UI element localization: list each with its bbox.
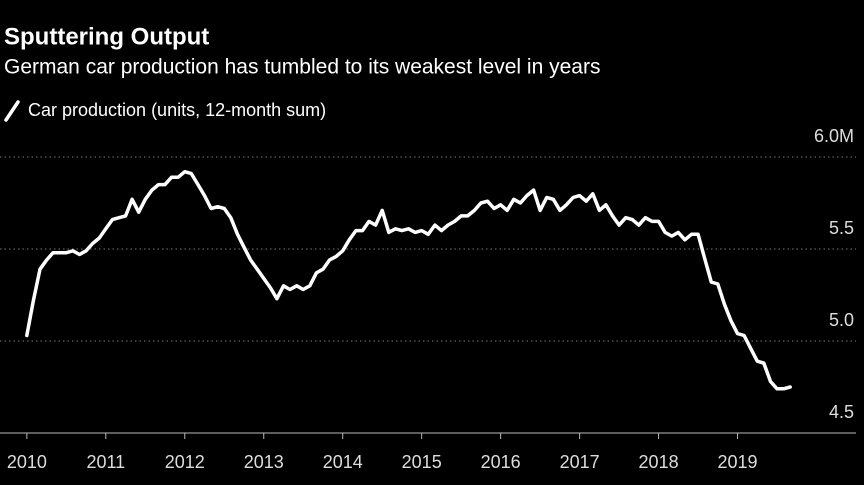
legend-label: Car production (units, 12-month sum) <box>28 100 326 120</box>
x-tick-label: 2019 <box>718 452 758 472</box>
x-tick-label: 2013 <box>244 452 284 472</box>
x-tick-label: 2015 <box>402 452 442 472</box>
x-tick-label: 2016 <box>481 452 521 472</box>
y-tick-label: 5.5 <box>829 218 854 238</box>
chart-title: Sputtering Output <box>4 23 209 50</box>
x-tick-label: 2017 <box>560 452 600 472</box>
y-tick-label: 5.0 <box>829 310 854 330</box>
chart-subtitle: German car production has tumbled to its… <box>4 56 600 79</box>
y-tick-label: 6.0M <box>814 126 854 146</box>
x-tick-label: 2012 <box>165 452 205 472</box>
x-tick-label: 2010 <box>7 452 47 472</box>
data-line <box>25 169 792 391</box>
y-tick-label: 4.5 <box>829 402 854 422</box>
legend-swatch <box>4 100 20 122</box>
x-tick-label: 2018 <box>639 452 679 472</box>
x-tick-label: 2014 <box>323 452 363 472</box>
x-tick-label: 2011 <box>86 452 125 472</box>
